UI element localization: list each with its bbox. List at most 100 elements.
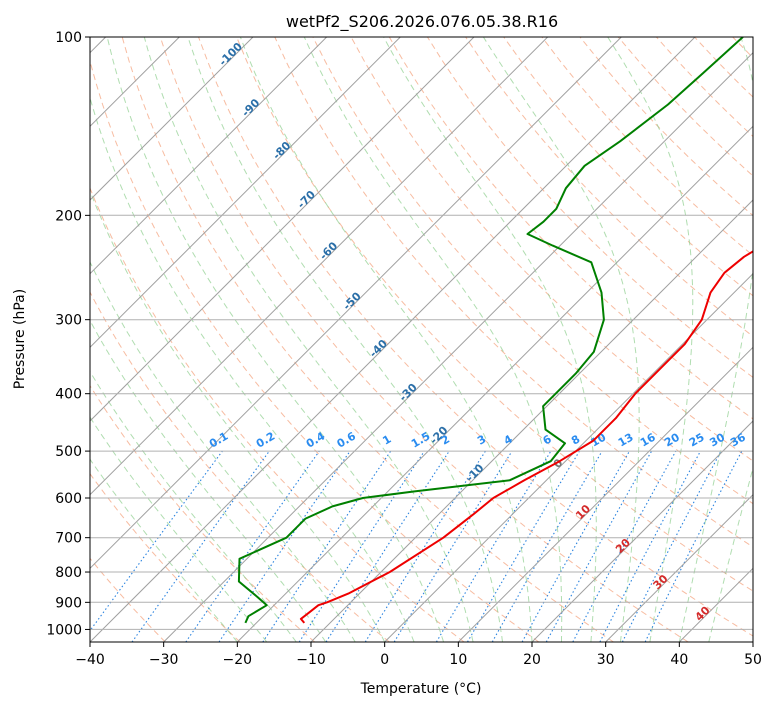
x-axis: −40 −30 −20 −10 0 10 20 30 40 50 bbox=[75, 642, 762, 668]
plot-frame bbox=[89, 36, 754, 643]
y-tick-label: 900 bbox=[55, 595, 82, 611]
isotherm-line bbox=[90, 37, 254, 201]
dry-adiabat bbox=[350, 37, 753, 462]
moist-adiabat bbox=[143, 37, 474, 642]
moist-adiabat bbox=[482, 37, 640, 642]
moist-adiabat bbox=[90, 416, 268, 642]
y-tick-label: 100 bbox=[55, 30, 82, 46]
chart-title: wetPf2_S206.2026.076.05.38.R16 bbox=[286, 12, 558, 32]
isotherm-line bbox=[605, 493, 753, 642]
isotherm-label: 40 bbox=[693, 603, 713, 623]
mixing-ratio-line bbox=[131, 450, 270, 642]
mixing-ratio-label: 2 bbox=[439, 433, 452, 448]
dry-adiabat bbox=[90, 186, 465, 642]
mixing-ratio-label: 0.4 bbox=[304, 429, 328, 450]
moist-adiabat bbox=[678, 37, 753, 642]
isotherm-line bbox=[384, 272, 753, 642]
moist-adiabat bbox=[383, 37, 597, 642]
mixing-ratio-label: 8 bbox=[569, 433, 582, 448]
moist-adiabat bbox=[239, 37, 533, 642]
isotherm-line bbox=[310, 199, 753, 642]
y-tick-label: 600 bbox=[55, 491, 82, 507]
x-axis-label: Temperature (°C) bbox=[360, 681, 482, 697]
dry-adiabat bbox=[312, 37, 753, 505]
isotherm-label: -70 bbox=[295, 188, 318, 211]
mixing-ratio-line bbox=[325, 450, 450, 642]
dry-adiabat bbox=[694, 37, 753, 98]
moist-adiabat bbox=[90, 370, 297, 642]
dry-adiabat bbox=[656, 37, 753, 138]
mixing-ratio-label: 3 bbox=[475, 433, 488, 448]
dry-adiabat bbox=[503, 37, 753, 297]
x-tick-label: 10 bbox=[449, 652, 467, 668]
moist-adiabat bbox=[90, 260, 356, 642]
isotherm-line bbox=[678, 567, 753, 642]
isotherm-line bbox=[90, 37, 475, 422]
x-tick-label: 20 bbox=[523, 652, 541, 668]
mixing-ratio-label: 25 bbox=[687, 431, 707, 450]
y-tick-label: 1000 bbox=[46, 622, 82, 638]
y-tick-label: 500 bbox=[55, 444, 82, 460]
isotherm-label: -60 bbox=[317, 239, 340, 262]
moist-adiabat bbox=[303, 37, 563, 642]
dry-adiabat bbox=[90, 384, 316, 642]
mixing-ratio-line bbox=[218, 450, 351, 642]
dry-adiabat bbox=[465, 37, 753, 338]
dry-adiabat bbox=[90, 472, 241, 642]
isotherm-line bbox=[163, 51, 753, 642]
mixing-ratio-line bbox=[644, 450, 743, 642]
y-axis-label: Pressure (hPa) bbox=[12, 289, 28, 389]
x-tick-label: 0 bbox=[380, 652, 389, 668]
mixing-ratio-label: 0.6 bbox=[335, 429, 359, 450]
x-tick-label: −30 bbox=[149, 652, 179, 668]
mixing-ratio-line bbox=[185, 450, 320, 642]
isotherm-label: -30 bbox=[397, 381, 420, 404]
isotherm-label: 20 bbox=[613, 536, 633, 556]
isotherm-line bbox=[90, 37, 549, 496]
isotherm-line bbox=[90, 37, 328, 275]
mixing-ratio-line bbox=[262, 450, 392, 642]
dry-adiabat bbox=[388, 37, 753, 420]
mixing-ratio-label: 36 bbox=[728, 430, 748, 449]
isotherm-line bbox=[90, 37, 622, 570]
dry-adiabat bbox=[159, 37, 689, 642]
dry-adiabat bbox=[236, 37, 753, 592]
profile-lines bbox=[237, 37, 753, 624]
isotherm-line bbox=[752, 641, 753, 642]
temperature-line bbox=[299, 250, 753, 624]
mixing-ratio-line bbox=[521, 450, 630, 642]
moist-adiabat bbox=[106, 37, 445, 642]
isotherm-line bbox=[531, 420, 753, 642]
x-tick-label: 40 bbox=[670, 652, 688, 668]
y-tick-label: 800 bbox=[55, 565, 82, 581]
mixing-ratio-label: 1 bbox=[380, 433, 393, 448]
mixing-ratio-label: 1.5 bbox=[409, 430, 432, 451]
isotherm-line bbox=[457, 346, 753, 642]
moist-adiabat bbox=[607, 37, 694, 642]
y-tick-label: 700 bbox=[55, 531, 82, 547]
x-tick-label: −40 bbox=[75, 652, 105, 668]
moist-adiabat bbox=[90, 319, 327, 642]
moist-adiabat bbox=[90, 458, 238, 642]
dry-adiabat bbox=[90, 59, 540, 642]
isotherm-label: -40 bbox=[367, 337, 390, 360]
y-tick-label: 200 bbox=[55, 208, 82, 224]
x-tick-label: 30 bbox=[597, 652, 615, 668]
x-tick-label: −10 bbox=[296, 652, 326, 668]
mixing-ratio-label: 10 bbox=[588, 430, 608, 449]
dewpoint-line bbox=[237, 37, 744, 624]
mixing-ratio-line bbox=[393, 450, 513, 642]
isotherm-label: 30 bbox=[651, 572, 671, 592]
moist-adiabat bbox=[708, 466, 753, 642]
y-tick-label: 300 bbox=[55, 313, 82, 329]
mixing-ratio-label: 0.2 bbox=[254, 430, 277, 451]
x-tick-label: 50 bbox=[744, 652, 762, 668]
y-axis: 1000 900 800 700 600 500 400 300 200 100 bbox=[46, 30, 90, 638]
mixing-ratio-line bbox=[572, 450, 677, 642]
dry-adiabat bbox=[771, 37, 775, 642]
isotherm-line bbox=[236, 125, 753, 642]
dry-adiabat bbox=[121, 37, 614, 642]
y-tick-label: 400 bbox=[55, 387, 82, 403]
mixing-ratio-line bbox=[545, 450, 653, 642]
plot-area: -100-90-80-70-60-50-40-30-20-10 010203040… bbox=[90, 37, 775, 642]
